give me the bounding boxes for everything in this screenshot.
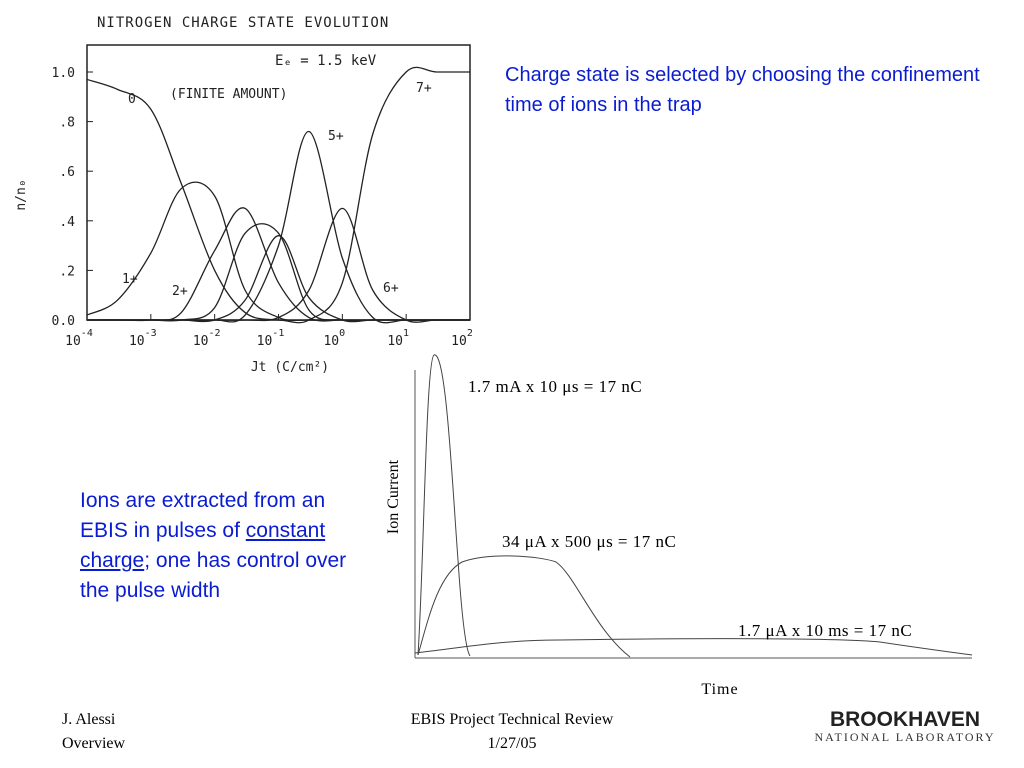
tick-exponent: -3 (145, 328, 157, 339)
tick-base: 10 (451, 334, 467, 349)
annotation: 1.7 mA x 10 μs = 17 nC (468, 377, 642, 396)
y-tick-label: .8 (59, 116, 75, 131)
annotation: Eₑ = 1.5 keV (275, 53, 377, 69)
emphasis: constant charge (80, 519, 326, 572)
series-line (86, 223, 470, 322)
y-tick-label: .6 (59, 165, 75, 180)
y-axis-label: n/n₀ (14, 179, 29, 210)
series-line (86, 78, 470, 322)
date: 1/27/05 (488, 735, 537, 752)
tick-base: 10 (387, 334, 403, 349)
series-label: 0 (128, 92, 136, 107)
footer: J. Alessi Overview EBIS Project Technica… (62, 708, 995, 752)
text: Ions are extracted from an EBIS in pulse… (80, 489, 326, 542)
series-line (86, 66, 470, 324)
x-tick-label: 100 (323, 328, 345, 349)
tick-base: 10 (193, 334, 209, 349)
event: EBIS Project Technical Review (411, 711, 614, 728)
chart-title: NITROGEN CHARGE STATE EVOLUTION (97, 15, 389, 31)
y-tick-label: 1.0 (52, 66, 75, 81)
tick-exponent: -4 (81, 328, 93, 339)
pulse-curve (417, 354, 471, 657)
pulse-curve (414, 638, 973, 656)
series-line (86, 235, 470, 323)
y-tick-label: .4 (59, 215, 75, 230)
tick-exponent: 2 (467, 328, 473, 339)
caption: Ions are extracted from an EBIS in pulse… (80, 486, 355, 606)
tick-exponent: -2 (208, 328, 220, 339)
series-line (86, 207, 470, 323)
tick-base: 10 (129, 334, 145, 349)
x-tick-label: 102 (451, 328, 473, 349)
x-tick-label: 10-2 (193, 328, 221, 349)
y-tick-label: .2 (59, 264, 75, 279)
x-tick-label: 10-4 (65, 328, 93, 349)
tick-exponent: 1 (403, 328, 409, 339)
x-tick-label: 101 (387, 328, 409, 349)
series-label: 6+ (383, 281, 399, 296)
series-line (86, 181, 470, 322)
y-axis-label: Ion Current (385, 459, 402, 534)
x-axis-label: Jt (C/cm²) (251, 360, 329, 375)
series-label: 7+ (416, 81, 432, 96)
series-label: 1+ (122, 272, 138, 287)
section: Overview (62, 735, 126, 752)
series-label: 2+ (172, 284, 188, 299)
pulse-curve (417, 555, 631, 658)
tick-exponent: -1 (272, 328, 284, 339)
logo-subtitle: NATIONAL LABORATORY (814, 730, 995, 744)
caption: Charge state is selected by choosing the… (505, 64, 980, 116)
y-tick-label: 0.0 (52, 314, 75, 329)
tick-base: 10 (65, 334, 81, 349)
annotation: (FINITE AMOUNT) (170, 87, 287, 102)
x-tick-label: 10-1 (257, 328, 285, 349)
pulse-figure: Ion Current Time 1.7 mA x 10 μs = 17 nC … (385, 354, 973, 698)
tick-base: 10 (323, 334, 339, 349)
tick-base: 10 (257, 334, 273, 349)
logo-name: BROOKHAVEN (830, 708, 980, 731)
x-tick-label: 10-3 (129, 328, 157, 349)
annotation: 1.7 μA x 10 ms = 17 nC (738, 621, 912, 640)
x-axis-label: Time (701, 681, 738, 698)
tick-exponent: 0 (339, 328, 345, 339)
annotation: 34 μA x 500 μs = 17 nC (502, 532, 676, 551)
series-label: 5+ (328, 129, 344, 144)
author: J. Alessi (62, 711, 116, 728)
series-line (86, 130, 470, 324)
charge-state-chart: NITROGEN CHARGE STATE EVOLUTION Eₑ = 1.5… (14, 15, 473, 375)
text: ; one has control over the pulse width (80, 549, 347, 602)
